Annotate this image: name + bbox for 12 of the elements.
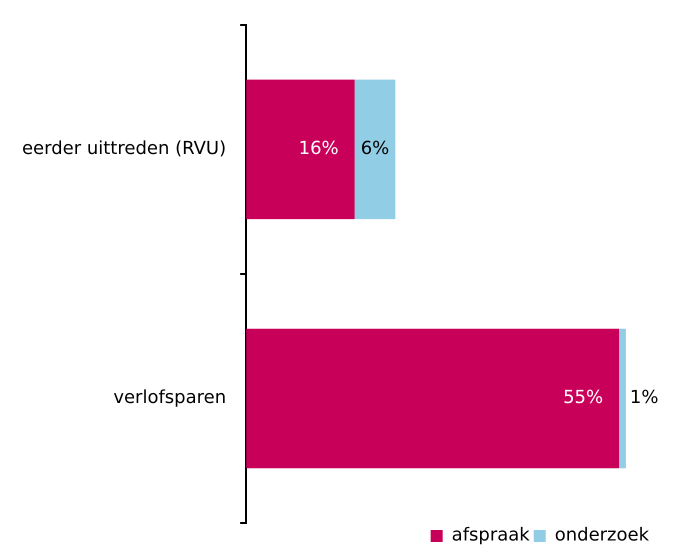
- y-tick-label: eerder uittreden (RVU): [22, 138, 226, 160]
- data-label: 16%: [298, 138, 339, 160]
- bar: [246, 328, 620, 468]
- legend-label: onderzoek: [554, 524, 650, 546]
- bar: [354, 80, 396, 220]
- data-label: 55%: [563, 387, 604, 408]
- legend-label: afspraak: [452, 524, 530, 546]
- y-tick-label: verlofsparen: [113, 387, 226, 408]
- data-label: 6%: [360, 138, 390, 160]
- data-label: 1%: [630, 387, 658, 408]
- bar: [619, 328, 626, 468]
- bar: [246, 80, 355, 220]
